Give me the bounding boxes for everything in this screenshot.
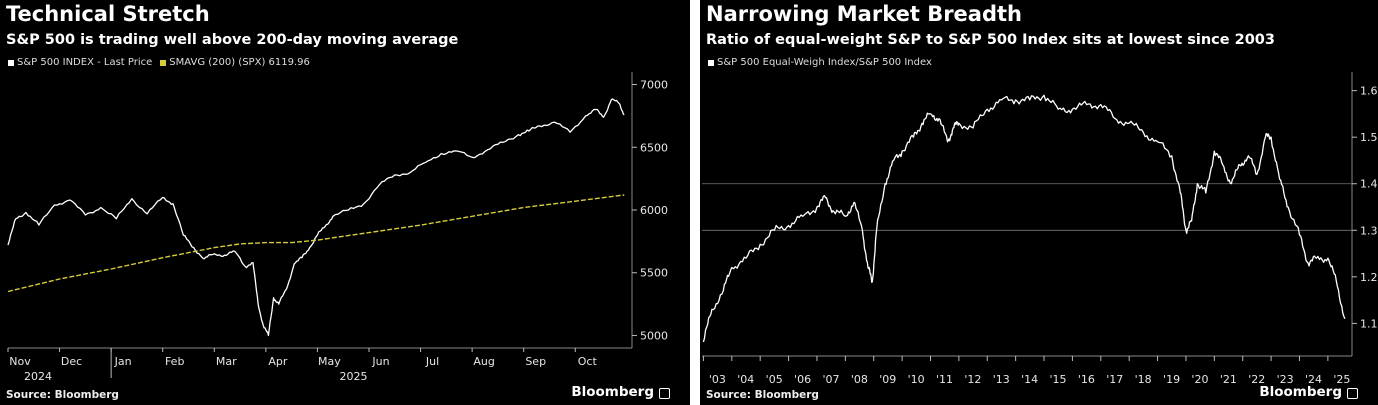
chart-legend: S&P 500 Equal-Weigh Index/S&P 500 Index — [708, 57, 932, 68]
x-tick-label: '10 — [908, 373, 925, 386]
x-tick-label: Jan — [114, 355, 132, 368]
legend-item-smavg: SMAVG (200) (SPX) 6119.96 — [160, 57, 310, 68]
x-tick-label: '04 — [737, 373, 754, 386]
chart-plot-market-breadth: 1.1 1.2 1.3 1.4 1.5 1.6 '03 '04 '05 '06 '07 '08 '09 '… — [702, 72, 1378, 386]
x-tick-label: '13 — [993, 373, 1010, 386]
x-tick-label: '25 — [1333, 373, 1350, 386]
y-tick-label: 1.2 — [1360, 271, 1378, 284]
x-tick-label: Apr — [268, 355, 288, 368]
y-tick-label: 6500 — [640, 141, 668, 154]
y-tick-label: 7000 — [640, 79, 668, 92]
x-tick-label: '18 — [1135, 373, 1152, 386]
chart-source: Source: Bloomberg — [706, 389, 819, 401]
chart-plot-technical-stretch: 5000 5500 6000 6500 7000 Nov Dec Jan Feb Mar Apr Ma… — [7, 72, 668, 383]
x-tick-label: '07 — [822, 373, 839, 386]
y-tick-label: 6000 — [640, 204, 668, 217]
x-tick-label: '19 — [1163, 373, 1180, 386]
legend-label-smavg: SMAVG (200) (SPX) 6119.96 — [169, 57, 310, 68]
bloomberg-logo: Bloomberg — [1259, 384, 1342, 400]
chart-title: Narrowing Market Breadth — [706, 2, 1022, 26]
y-tick-label: 1.6 — [1360, 85, 1378, 98]
x-tick-label: Jun — [371, 355, 389, 368]
x-tick-label: Oct — [578, 355, 598, 368]
legend-label-ratio: S&P 500 Equal-Weigh Index/S&P 500 Index — [717, 57, 932, 68]
x-tick-label: Mar — [216, 355, 237, 368]
x-tick-label: '11 — [936, 373, 953, 386]
x-tick-label: Aug — [473, 355, 494, 368]
year-label: 2024 — [24, 370, 52, 383]
chart-subtitle: Ratio of equal-weight S&P to S&P 500 Ind… — [706, 32, 1275, 48]
chart-panel-technical-stretch: Technical Stretch S&P 500 is trading wel… — [0, 0, 690, 405]
x-tick-label: '20 — [1191, 373, 1208, 386]
bloomberg-logo: Bloomberg — [571, 384, 654, 400]
x-tick-label: Nov — [9, 355, 31, 368]
legend-item-ratio: S&P 500 Equal-Weigh Index/S&P 500 Index — [708, 57, 932, 68]
x-tick-label: '05 — [766, 373, 783, 386]
x-tick-label: '22 — [1248, 373, 1265, 386]
x-tick-label: '12 — [964, 373, 981, 386]
x-tick-label: '16 — [1078, 373, 1095, 386]
legend-item-spx: S&P 500 INDEX - Last Price — [8, 57, 152, 68]
bloomberg-icon — [1347, 388, 1358, 399]
y-tick-label: 1.4 — [1360, 178, 1378, 191]
x-tick-label: '14 — [1021, 373, 1038, 386]
x-tick-label: May — [318, 355, 341, 368]
legend-swatch-yellow — [160, 59, 167, 66]
chart-legend: S&P 500 INDEX - Last Price SMAVG (200) (… — [8, 57, 310, 68]
x-tick-label: Dec — [61, 355, 82, 368]
x-tick-label: '23 — [1277, 373, 1294, 386]
x-tick-label: Jul — [425, 355, 439, 368]
y-tick-label: 1.5 — [1360, 131, 1378, 144]
series-line-smavg — [7, 194, 625, 293]
year-label: 2025 — [340, 370, 368, 383]
y-tick-label: 1.1 — [1360, 317, 1378, 330]
legend-swatch-white — [8, 59, 14, 66]
legend-label-spx: S&P 500 INDEX - Last Price — [17, 57, 153, 68]
x-tick-label: Sep — [525, 355, 546, 368]
x-tick-label: '21 — [1220, 373, 1237, 386]
x-tick-label: Feb — [165, 355, 184, 368]
x-tick-label: '06 — [794, 373, 811, 386]
x-tick-label: '15 — [1050, 373, 1067, 386]
chart-subtitle: S&P 500 is trading well above 200-day mo… — [6, 32, 459, 48]
y-tick-label: 5000 — [640, 329, 668, 342]
chart-title: Technical Stretch — [6, 2, 210, 26]
chart-source: Source: Bloomberg — [6, 389, 119, 401]
y-tick-label: 1.3 — [1360, 224, 1378, 237]
x-tick-label: '08 — [851, 373, 868, 386]
y-tick-label: 5500 — [640, 267, 668, 280]
x-tick-label: '24 — [1305, 373, 1322, 386]
legend-swatch-white — [708, 59, 714, 66]
bloomberg-icon — [659, 388, 670, 399]
x-tick-label: '09 — [879, 373, 896, 386]
series-line-spx — [7, 98, 625, 337]
x-tick-label: '03 — [709, 373, 726, 386]
x-tick-label: '17 — [1106, 373, 1123, 386]
chart-panel-market-breadth: Narrowing Market Breadth Ratio of equal-… — [700, 0, 1378, 405]
series-line-ratio — [702, 94, 1346, 343]
